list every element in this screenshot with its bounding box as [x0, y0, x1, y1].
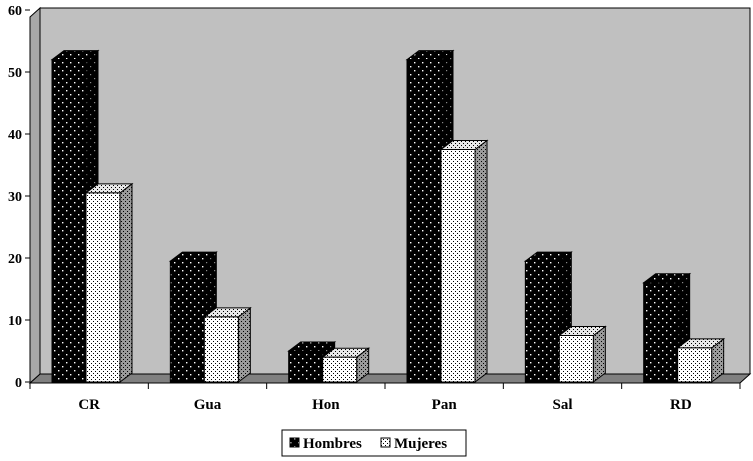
bar-mujeres [321, 347, 371, 383]
y-tick-label: 50 [8, 66, 22, 81]
y-tick-label: 30 [8, 190, 22, 205]
x-axis: CR Gua Hon Pan Sal RD [29, 383, 741, 413]
bar-mujeres [676, 337, 726, 383]
plot-left-wall [29, 6, 41, 385]
x-tick-label: Hon [312, 397, 340, 413]
bar-mujeres [202, 306, 252, 383]
bar-mujeres-front [677, 347, 713, 383]
bar-hombres-front [51, 59, 87, 383]
x-tick-label: RD [670, 397, 692, 413]
bar-mujeres-front [558, 335, 594, 383]
bar-mujeres-front [85, 192, 121, 383]
y-tick-label: 0 [15, 376, 22, 391]
y-tick-label: 40 [8, 128, 22, 143]
bar-mujeres [439, 139, 489, 383]
bar-mujeres-side [474, 139, 488, 383]
bar-hombres-front [524, 260, 560, 383]
x-tick-label: Gua [194, 397, 222, 413]
bar-mujeres-front [203, 316, 239, 383]
legend: Hombres Mujeres [281, 429, 467, 457]
y-tick-label: 60 [8, 4, 22, 19]
bar-mujeres [84, 182, 134, 383]
bar-mujeres-side [119, 182, 133, 383]
bar-hombres-front [169, 260, 205, 383]
legend-swatch-hombres [289, 437, 300, 448]
y-tick-label: 20 [8, 252, 22, 267]
bar-hombres-front [643, 282, 679, 383]
bar-mujeres-front [440, 149, 476, 383]
bar-mujeres-side [237, 306, 251, 383]
legend-label-hombres: Hombres [303, 436, 362, 452]
y-tick-label: 10 [8, 314, 22, 329]
plot-floor [28, 373, 752, 384]
x-tick-label: Pan [432, 397, 458, 413]
bar-hombres-front [288, 350, 324, 383]
x-tick-label: Sal [552, 397, 572, 413]
bar-hombres [523, 251, 573, 383]
legend-box [281, 429, 467, 457]
bars [50, 49, 726, 383]
bar-mujeres-side [592, 325, 606, 383]
bar-mujeres [557, 325, 607, 383]
x-tick-label: CR [78, 397, 100, 413]
bar-hombres-front [406, 59, 442, 383]
y-axis: 0 10 20 30 40 50 60 [8, 4, 31, 391]
legend-label-mujeres: Mujeres [394, 436, 447, 452]
bar-mujeres-front [322, 356, 358, 383]
legend-swatch-mujeres [380, 437, 391, 448]
